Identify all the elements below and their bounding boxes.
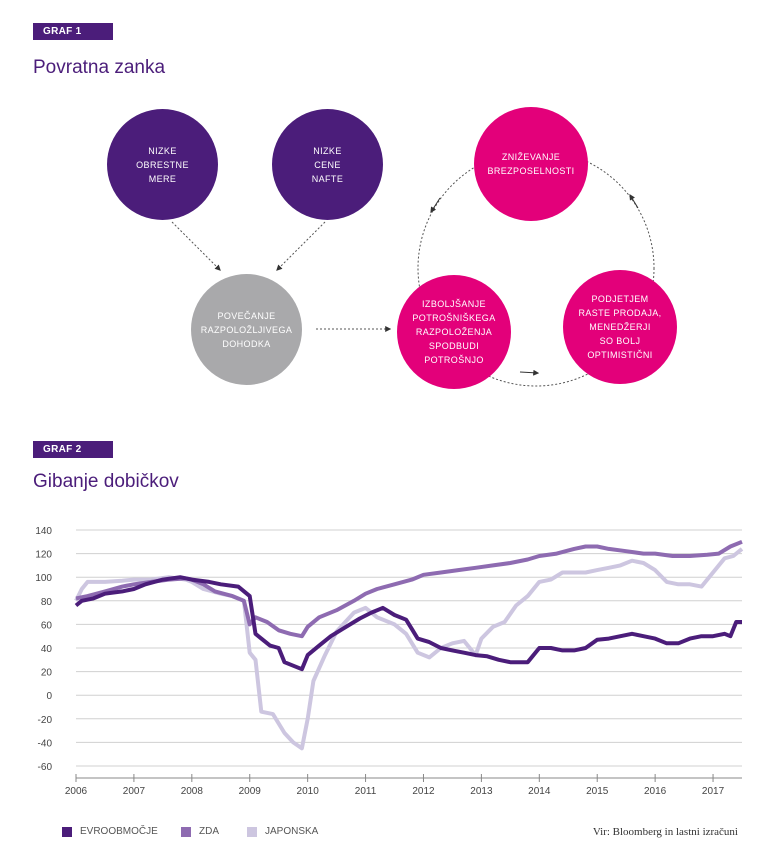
source-note: Vir: Bloomberg in lastni izračuni [592,826,738,838]
legend-swatch-japonska [247,826,257,837]
loop-circle [417,149,655,387]
x-tick-label: 2012 [412,786,435,797]
feedback-loop-connectors [171,149,655,387]
graf2-tag: GRAF 2 [33,441,113,458]
y-tick-label: 120 [35,550,52,561]
y-tick-label: 60 [41,620,53,631]
y-tick-label: 20 [41,668,53,679]
legend-item-japonska: JAPONSKA [247,826,318,837]
x-tick-label: 2017 [702,786,725,797]
legend-swatch-zda [181,826,191,837]
graf1-tag: GRAF 1 [33,23,113,40]
y-tick-label: -20 [38,715,53,726]
loop-arrow-top-left [430,197,441,214]
y-tick-label: -40 [38,738,53,749]
node-izboljsanje-razpolozenja: IZBOLJŠANJE POTROŠNIŠKEGA RAZPOLOŽENJA S… [397,275,511,389]
loop-arrow-top-right [629,193,639,209]
node-znizevanje-brezposelnosti: ZNIŽEVANJE BREZPOSELNOSTI [474,107,588,221]
series-line-evroobmočje [74,575,742,672]
x-tick-label: 2010 [297,786,320,797]
legend-item-zda: ZDA [181,826,219,837]
x-tick-label: 2016 [644,786,667,797]
x-tick-label: 2015 [586,786,609,797]
y-tick-label: 100 [35,573,52,584]
x-tick-label: 2014 [528,786,551,797]
graf1-title: Povratna zanka [33,57,166,78]
legend-label-zda: ZDA [199,826,219,837]
arrow-obrestne-to-dohodek [171,221,221,271]
node-nizke-cene-nafte: NIZKE CENE NAFTE [272,109,383,220]
y-tick-label: 140 [35,526,52,537]
legend-item-evroobmocje: EVROOBMOČJE [62,826,158,837]
x-tick-label: 2006 [65,786,88,797]
y-tick-label: -60 [38,762,53,773]
legend-swatch-evroobmocje [62,826,72,837]
node-povecanje-dohodka: POVEČANJE RAZPOLOŽLJIVEGA DOHODKA [191,274,302,385]
loop-arrow-bottom [519,369,540,376]
node-podjetja-optimisticna: PODJETJEM RASTE PRODAJA, MENEDŽERJI SO B… [563,270,677,384]
x-tick-label: 2009 [239,786,262,797]
legend-label-evroobmocje: EVROOBMOČJE [80,826,158,837]
y-tick-label: 80 [41,597,53,608]
series-line-japonska [74,547,744,751]
node-nizke-obrestne-mere: NIZKE OBRESTNE MERE [107,109,218,220]
profits-line-chart: 140 120 100 80 60 40 20 0 -20 -40 -60 2006 2007 2008… [35,526,744,797]
x-tick-label: 2008 [181,786,204,797]
x-tick-label: 2007 [123,786,146,797]
x-tick-label: 2011 [355,786,377,797]
legend-label-japonska: JAPONSKA [265,826,319,837]
y-tick-label: 40 [41,644,53,655]
graf2-title: Gibanje dobičkov [33,471,179,492]
x-tick-label: 2013 [470,786,493,797]
y-tick-label: 0 [46,691,52,702]
arrow-nafta-to-dohodek [276,221,326,271]
